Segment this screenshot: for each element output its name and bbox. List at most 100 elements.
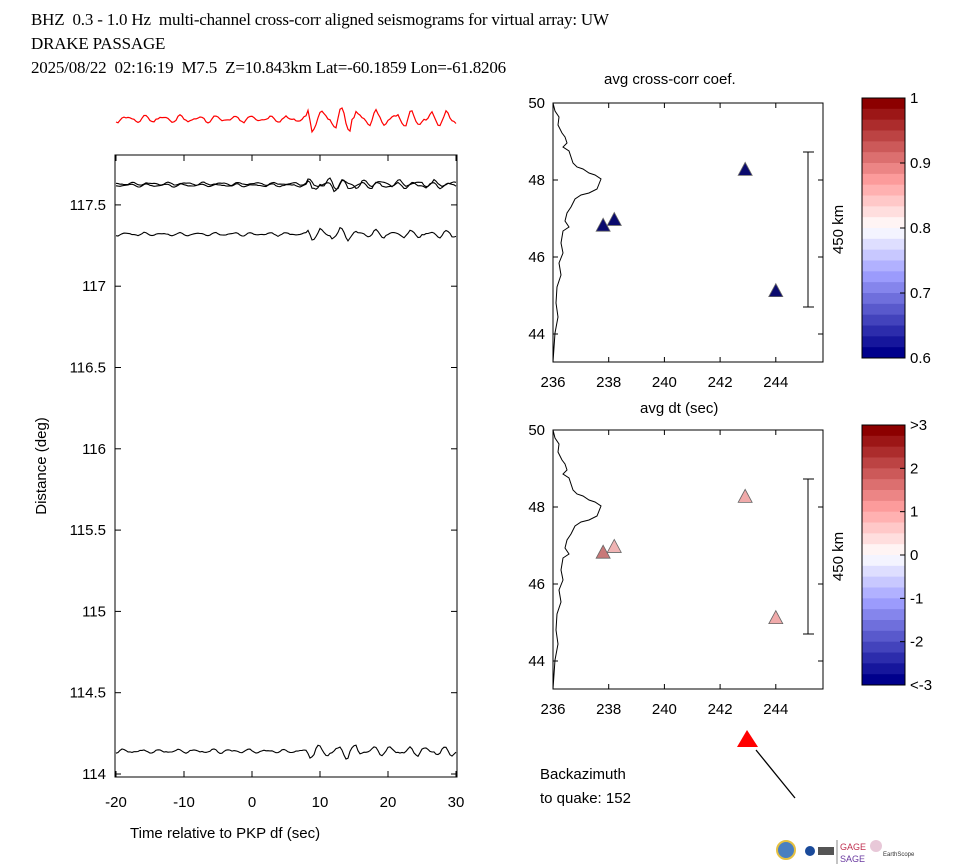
colorbar-segment: [862, 195, 905, 207]
colorbar-segment: [862, 446, 905, 458]
colorbar-segment: [862, 249, 905, 261]
colorbar-tick-label: <-3: [910, 677, 932, 694]
colorbar-segment: [862, 314, 905, 326]
y-tick-label: 116.5: [70, 360, 106, 377]
colorbar-segment: [862, 630, 905, 643]
earthscope-logo-icon: [870, 840, 882, 852]
map-x-tick-label: 240: [652, 374, 677, 391]
map-x-tick-label: 244: [763, 701, 788, 718]
station-triangle: [606, 538, 622, 553]
colorbar-segment: [862, 425, 905, 437]
colorbar-segment: [862, 206, 905, 218]
colorbar-segment: [862, 500, 905, 513]
colorbar-segment: [862, 468, 905, 480]
title-line-3: 2025/08/22 02:16:19 M7.5 Z=10.843km Lat=…: [31, 58, 506, 77]
y-tick-label: 117: [82, 278, 106, 295]
nsf-logo-icon: [776, 840, 796, 860]
colorbar-segment: [862, 184, 905, 196]
title-line-2: DRAKE PASSAGE: [31, 34, 166, 53]
colorbar-segment: [862, 576, 905, 588]
map-y-tick-label: 48: [528, 172, 545, 189]
station-triangle: [595, 217, 611, 232]
map-y-tick-label: 44: [528, 326, 545, 343]
scale-bar-label: 450 km: [830, 532, 847, 581]
map-y-tick-label: 48: [528, 499, 545, 516]
colorbar-tick-label: 1: [910, 504, 918, 521]
x-tick-label: 0: [248, 794, 256, 811]
map-y-tick-label: 50: [528, 422, 545, 439]
title-line-1: BHZ 0.3 - 1.0 Hz multi-channel cross-cor…: [31, 10, 609, 29]
x-axis-label: Time relative to PKP df (sec): [130, 825, 320, 842]
colorbar-segment: [862, 587, 905, 599]
map1-xlabel: avg dt (sec): [640, 400, 718, 417]
map-frame: [552, 102, 824, 363]
station-triangle: [737, 488, 753, 503]
map-y-tick-label: 50: [528, 95, 545, 112]
stacked-trace: [115, 107, 457, 134]
svg-text:GAGE: GAGE: [840, 842, 866, 852]
x-tick-label: -10: [173, 794, 195, 811]
colorbar-segment: [862, 347, 905, 359]
colorbar-segment: [862, 152, 905, 164]
colorbar-segment: [862, 641, 905, 653]
colorbar-segment: [862, 163, 905, 175]
x-tick-label: 30: [448, 794, 465, 811]
colorbar-segment: [862, 598, 905, 610]
map-x-tick-label: 238: [596, 374, 621, 391]
colorbar-segment: [862, 533, 905, 545]
colorbar-segment: [862, 228, 905, 240]
colorbar-tick-label: -1: [910, 590, 923, 607]
backazimuth-label: Backazimuth: [540, 766, 626, 783]
colorbar-segment: [862, 238, 905, 251]
svg-text:SAGE: SAGE: [840, 854, 865, 864]
colorbar-segment: [862, 217, 905, 229]
colorbar-segment: [862, 293, 905, 305]
colorbar-segment: [862, 511, 905, 523]
map-frame: [552, 429, 824, 690]
y-tick-label: 114: [82, 766, 106, 783]
colorbar-segment: [862, 141, 905, 153]
x-tick-label: -20: [105, 794, 127, 811]
colorbar-segment: [862, 325, 905, 337]
colorbar-segment: [862, 457, 905, 469]
colorbar-tick-label: >3: [910, 417, 927, 434]
colorbar-segment: [862, 609, 905, 621]
x-tick-label: 20: [380, 794, 397, 811]
colorbar-segment: [862, 490, 905, 502]
colorbar-segment: [862, 565, 905, 578]
y-tick-label: 116: [82, 441, 106, 458]
map-y-tick-label: 44: [528, 653, 545, 670]
colorbar-segment: [862, 522, 905, 534]
map-x-tick-label: 240: [652, 701, 677, 718]
colorbar-segment: [862, 173, 905, 186]
map-x-tick-label: 244: [763, 374, 788, 391]
station-triangle: [768, 282, 784, 298]
svg-text:EarthScope: EarthScope: [883, 852, 915, 858]
quake-direction-triangle: [737, 730, 758, 747]
colorbar-segment: [862, 663, 905, 675]
nasa-logo-icon: [805, 846, 815, 856]
colorbar-segment: [862, 303, 905, 316]
y-tick-label: 115.5: [70, 522, 106, 539]
colorbar-tick-label: 0.8: [910, 220, 931, 237]
station-triangle: [595, 544, 611, 559]
seismogram-trace: [115, 744, 457, 760]
colorbar-tick-label: 0: [910, 547, 918, 564]
colorbar-tick-label: 2: [910, 460, 918, 477]
colorbar-segment: [862, 271, 905, 283]
colorbar-segment: [862, 555, 905, 567]
colorbar-segment: [862, 435, 905, 448]
colorbar-segment: [862, 674, 905, 686]
x-tick-label: 10: [312, 794, 329, 811]
station-triangle: [606, 211, 622, 226]
scale-bar-label: 450 km: [830, 205, 847, 254]
backazimuth-arrow: [755, 749, 796, 799]
map-x-tick-label: 238: [596, 701, 621, 718]
colorbar-segment: [862, 479, 905, 491]
colorbar-segment: [862, 119, 905, 131]
map-y-tick-label: 46: [528, 249, 545, 266]
colorbar-segment: [862, 130, 905, 142]
station-triangle: [768, 609, 784, 625]
station-triangle: [737, 161, 753, 176]
colorbar-segment: [862, 544, 905, 556]
